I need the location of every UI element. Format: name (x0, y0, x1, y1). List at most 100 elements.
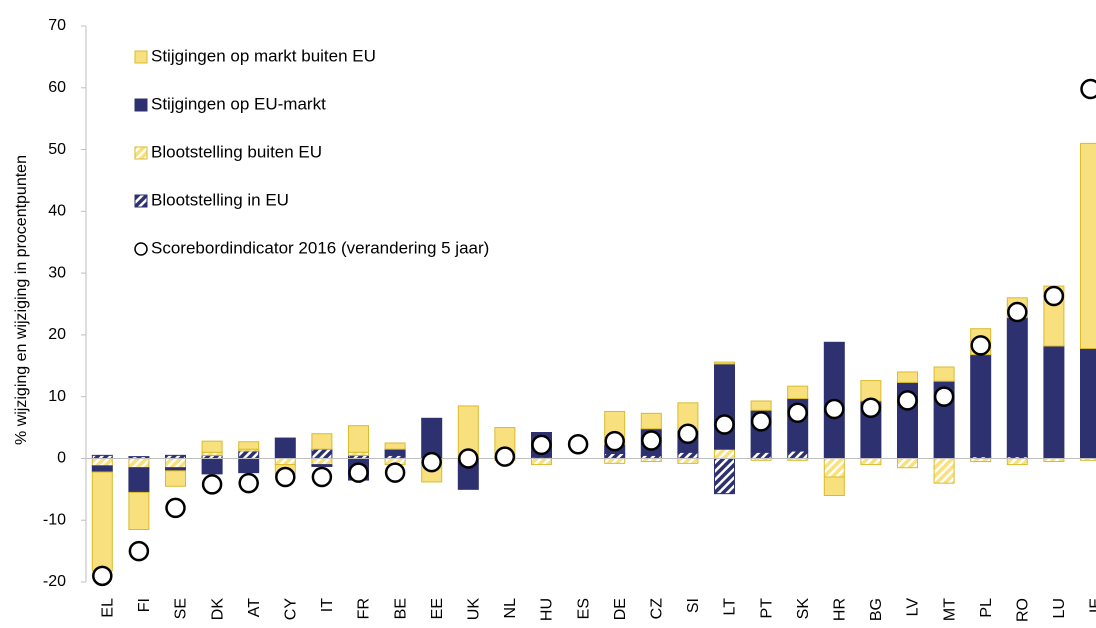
score-marker (641, 430, 662, 451)
score-marker (201, 474, 223, 495)
x-tick-label: HR (832, 598, 849, 621)
bar-segment (348, 425, 369, 453)
y-tick-label: 30 (48, 264, 66, 281)
bar-segment (201, 457, 223, 475)
bar-segment (750, 451, 772, 459)
bar-segment (311, 464, 333, 467)
score-marker (860, 397, 882, 419)
score-marker (1007, 301, 1028, 323)
bar-segment (384, 448, 406, 456)
x-tick-label: LV (905, 598, 922, 617)
bar-segment (238, 450, 260, 459)
x-tick-label: EE (429, 598, 446, 619)
x-tick-label: RO (1015, 598, 1032, 622)
legend-marker (134, 146, 148, 160)
score-marker (275, 466, 296, 488)
score-marker (824, 398, 845, 420)
bar-segment (384, 442, 406, 450)
bar-segment (604, 453, 626, 459)
bar-segment (201, 440, 223, 453)
y-axis-label: % wijziging en wijziging in procentpunte… (13, 155, 30, 445)
y-tick-label: 40 (48, 203, 66, 220)
bar-segment (860, 457, 882, 466)
legend-marker (134, 98, 148, 112)
x-tick-label: ES (575, 598, 592, 619)
x-tick-label: CY (283, 598, 300, 621)
bar-segment (1006, 457, 1028, 466)
x-tick-label: CZ (649, 598, 666, 620)
score-marker (677, 423, 699, 444)
score-marker (970, 335, 991, 356)
bar-segment (91, 471, 113, 572)
bar-segment (933, 366, 955, 382)
bar-segment (823, 476, 845, 497)
score-marker (384, 462, 406, 483)
x-tick-label: EL (100, 598, 117, 618)
x-tick-label: DE (612, 598, 629, 620)
x-tick-label: IT (319, 598, 336, 612)
legend-marker (134, 242, 148, 256)
score-marker (897, 390, 918, 411)
y-tick-label: 70 (48, 17, 66, 34)
bar-segment (165, 457, 186, 469)
x-tick-label: LU (1051, 598, 1068, 618)
x-tick-label: FR (356, 598, 373, 619)
bar-segment (238, 457, 260, 474)
score-marker (531, 434, 552, 456)
bar-segment (897, 371, 918, 383)
x-tick-label: SI (685, 598, 702, 613)
legend-label: Blootstelling in EU (151, 190, 289, 209)
legend-label: Stijgingen op markt buiten EU (151, 46, 376, 65)
score-marker (567, 433, 589, 455)
bar-segment (128, 457, 150, 469)
bar-segment (787, 385, 809, 400)
score-marker (604, 430, 625, 452)
bar-segment (311, 457, 333, 466)
bar-segment (91, 457, 113, 467)
bar-segment (165, 470, 186, 487)
bar-segment (714, 448, 735, 459)
x-tick-label: DK (209, 598, 226, 621)
bar-segment (897, 457, 918, 469)
bar-segment (311, 448, 333, 459)
score-marker (1043, 285, 1065, 307)
x-tick-label: LT (722, 598, 739, 616)
x-tick-label: BE (392, 598, 409, 619)
bar-segment (1043, 345, 1065, 459)
bar-segment (1006, 317, 1028, 458)
bar-segment (1080, 142, 1096, 349)
score-marker (128, 540, 150, 562)
x-tick-label: FI (136, 598, 153, 612)
score-marker (238, 472, 259, 494)
score-marker (165, 497, 186, 519)
bar-segment (933, 457, 955, 484)
score-marker (750, 411, 772, 432)
score-marker (92, 565, 113, 587)
bar-segment (274, 437, 296, 459)
score-marker (494, 446, 516, 467)
legend-label: Stijgingen op EU-markt (151, 94, 326, 113)
bar-segment (604, 457, 626, 464)
bar-segment (677, 451, 699, 459)
y-tick-label: -10 (43, 511, 66, 528)
x-tick-label: SK (795, 598, 812, 620)
bar-segment (714, 363, 735, 450)
bar-segment (128, 467, 150, 493)
score-marker (311, 466, 333, 488)
y-tick-label: 50 (48, 141, 66, 158)
y-tick-label: 20 (48, 326, 66, 343)
bar-segment (677, 457, 699, 464)
legend-label: Blootstelling buiten EU (151, 142, 322, 161)
score-marker (933, 386, 955, 407)
x-tick-label: AT (246, 598, 263, 617)
bar-segment (128, 491, 150, 530)
y-tick-label: -20 (43, 573, 66, 590)
bar-segment (238, 441, 260, 450)
bar-segment (311, 433, 333, 450)
score-marker (1080, 78, 1096, 100)
bar-segment (787, 450, 809, 459)
bar-segment (714, 361, 735, 365)
legend-marker (134, 50, 148, 64)
bar-segment (823, 457, 845, 478)
